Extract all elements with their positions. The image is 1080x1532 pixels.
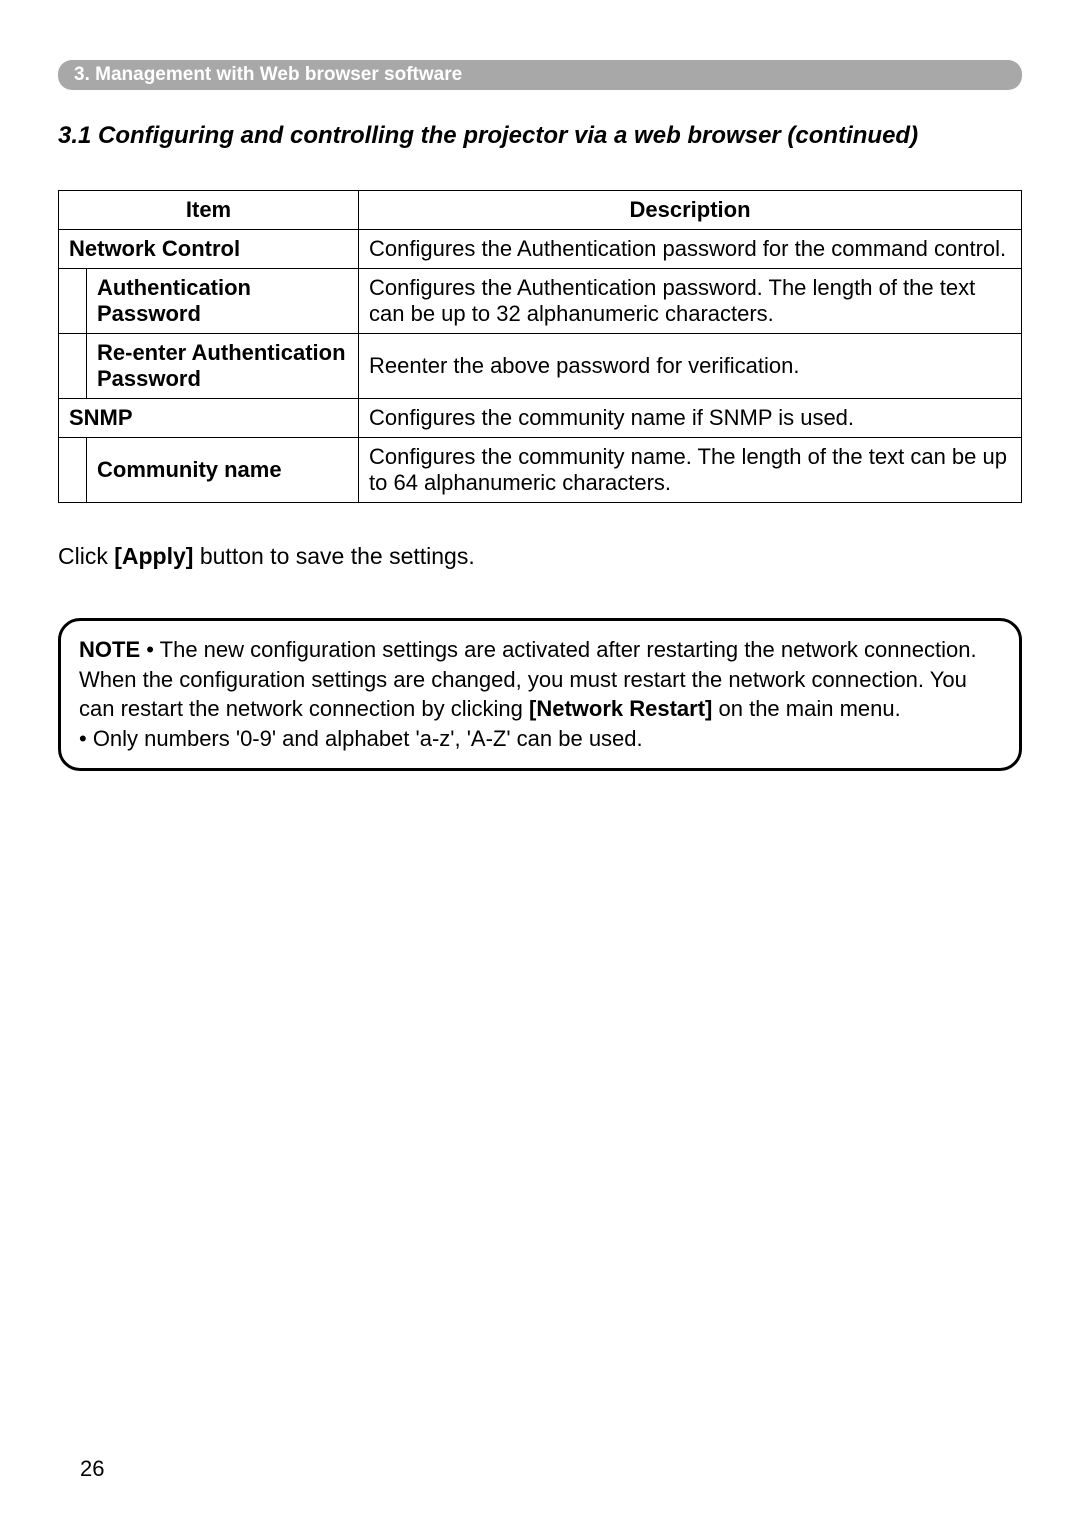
apply-text-suffix: button to save the settings. bbox=[193, 543, 474, 569]
table-cell-item: Authentication Password bbox=[87, 269, 359, 334]
apply-button-label: [Apply] bbox=[114, 543, 193, 569]
section-title: 3.1 Configuring and controlling the proj… bbox=[58, 122, 1022, 150]
page-number: 26 bbox=[80, 1456, 104, 1482]
table-row: Community name Configures the community … bbox=[59, 438, 1022, 503]
chapter-tab: 3. Management with Web browser software bbox=[58, 60, 1022, 90]
note-label: NOTE bbox=[79, 637, 140, 662]
table-header-row: Item Description bbox=[59, 191, 1022, 230]
note-text-2: on the main menu. bbox=[712, 696, 900, 721]
table-row: SNMP Configures the community name if SN… bbox=[59, 399, 1022, 438]
table-header-description: Description bbox=[359, 191, 1022, 230]
note-box: NOTE • The new configuration settings ar… bbox=[58, 618, 1022, 771]
table-cell-indent bbox=[59, 269, 87, 334]
apply-text-prefix: Click bbox=[58, 543, 114, 569]
table-cell-description: Configures the community name if SNMP is… bbox=[359, 399, 1022, 438]
table-cell-item: SNMP bbox=[59, 399, 359, 438]
network-restart-label: [Network Restart] bbox=[529, 696, 712, 721]
table-header-item: Item bbox=[59, 191, 359, 230]
table-cell-item: Network Control bbox=[59, 230, 359, 269]
apply-instruction: Click [Apply] button to save the setting… bbox=[58, 543, 1022, 570]
settings-table: Item Description Network Control Configu… bbox=[58, 190, 1022, 503]
note-bullet-2: • Only numbers '0-9' and alphabet 'a-z',… bbox=[79, 726, 643, 751]
table-cell-item: Community name bbox=[87, 438, 359, 503]
table-cell-description: Reenter the above password for verificat… bbox=[359, 334, 1022, 399]
table-cell-description: Configures the Authentication password f… bbox=[359, 230, 1022, 269]
table-row: Re-enter Authentication Password Reenter… bbox=[59, 334, 1022, 399]
table-row: Authentication Password Configures the A… bbox=[59, 269, 1022, 334]
table-cell-item: Re-enter Authentication Password bbox=[87, 334, 359, 399]
chapter-tab-text: 3. Management with Web browser software bbox=[74, 64, 462, 85]
table-cell-indent bbox=[59, 438, 87, 503]
table-cell-indent bbox=[59, 334, 87, 399]
table-cell-description: Configures the community name. The lengt… bbox=[359, 438, 1022, 503]
table-cell-description: Configures the Authentication password. … bbox=[359, 269, 1022, 334]
table-row: Network Control Configures the Authentic… bbox=[59, 230, 1022, 269]
